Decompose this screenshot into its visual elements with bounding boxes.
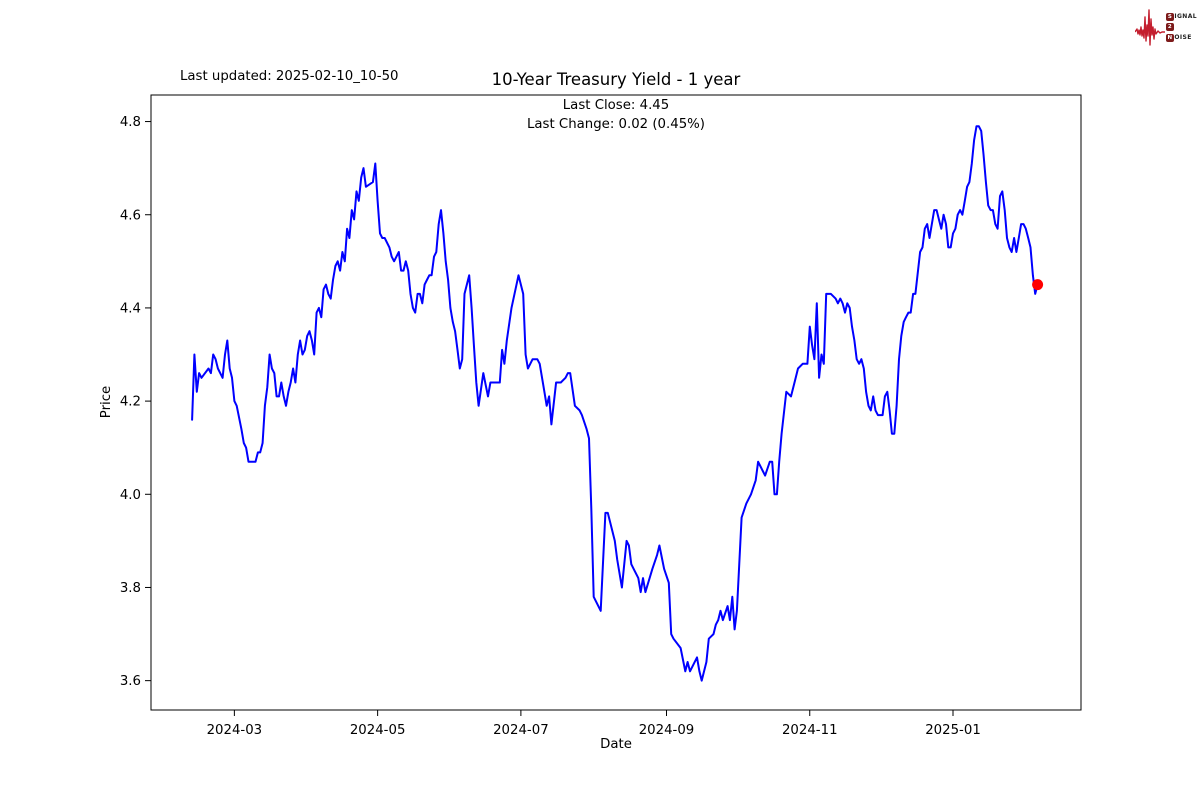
- last-updated-text: Last updated: 2025-02-10_10-50: [180, 69, 399, 84]
- logo-badge-n: N: [1165, 33, 1174, 42]
- y-axis-label: Price: [99, 386, 114, 418]
- x-tick-label: 2024-09: [639, 723, 695, 738]
- y-tick-label: 4.0: [120, 488, 141, 503]
- chart-title: 10-Year Treasury Yield - 1 year: [491, 70, 741, 89]
- x-axis: 2024-03 2024-05 2024-07 2024-09 2024-11 2025-…: [207, 710, 981, 738]
- logo-badge-2: 2: [1165, 23, 1174, 31]
- x-tick-label: 2024-07: [493, 723, 549, 738]
- x-tick-label: 2024-05: [350, 723, 406, 738]
- x-tick-label: 2024-03: [207, 723, 263, 738]
- logo-row-noise: N OISE: [1165, 33, 1197, 42]
- x-axis-label: Date: [600, 737, 632, 752]
- annotation-last-close: Last Close: 4.45: [563, 98, 669, 113]
- last-price-marker: [1032, 279, 1044, 291]
- y-tick-label: 3.8: [120, 581, 141, 596]
- x-tick-label: 2024-11: [782, 723, 838, 738]
- y-tick-label: 4.4: [120, 302, 141, 317]
- logo-badge-s: S: [1165, 12, 1174, 21]
- y-tick-label: 4.2: [120, 395, 141, 410]
- logo-text-ignal: IGNAL: [1174, 13, 1197, 20]
- annotation-last-change: Last Change: 0.02 (0.45%): [527, 117, 705, 132]
- logo-text: S IGNAL 2 N OISE: [1165, 12, 1197, 42]
- logo-row-2: 2: [1165, 23, 1197, 31]
- y-tick-label: 4.8: [120, 115, 141, 130]
- logo-text-oise: OISE: [1174, 34, 1192, 41]
- y-tick-label: 4.6: [120, 208, 141, 223]
- waveform-icon: [1134, 9, 1165, 46]
- waveform-line: [1134, 9, 1165, 46]
- logo-row-signal: S IGNAL: [1165, 12, 1197, 21]
- signal2noise-logo: S IGNAL 2 N OISE: [1134, 5, 1197, 49]
- yield-line: [191, 125, 1039, 682]
- x-tick-label: 2025-01: [925, 723, 981, 738]
- plot-border: [150, 94, 1082, 711]
- y-tick-label: 3.6: [120, 674, 141, 689]
- y-axis: 3.6 3.8 4.0 4.2 4.4 4.6 4.8: [120, 115, 151, 689]
